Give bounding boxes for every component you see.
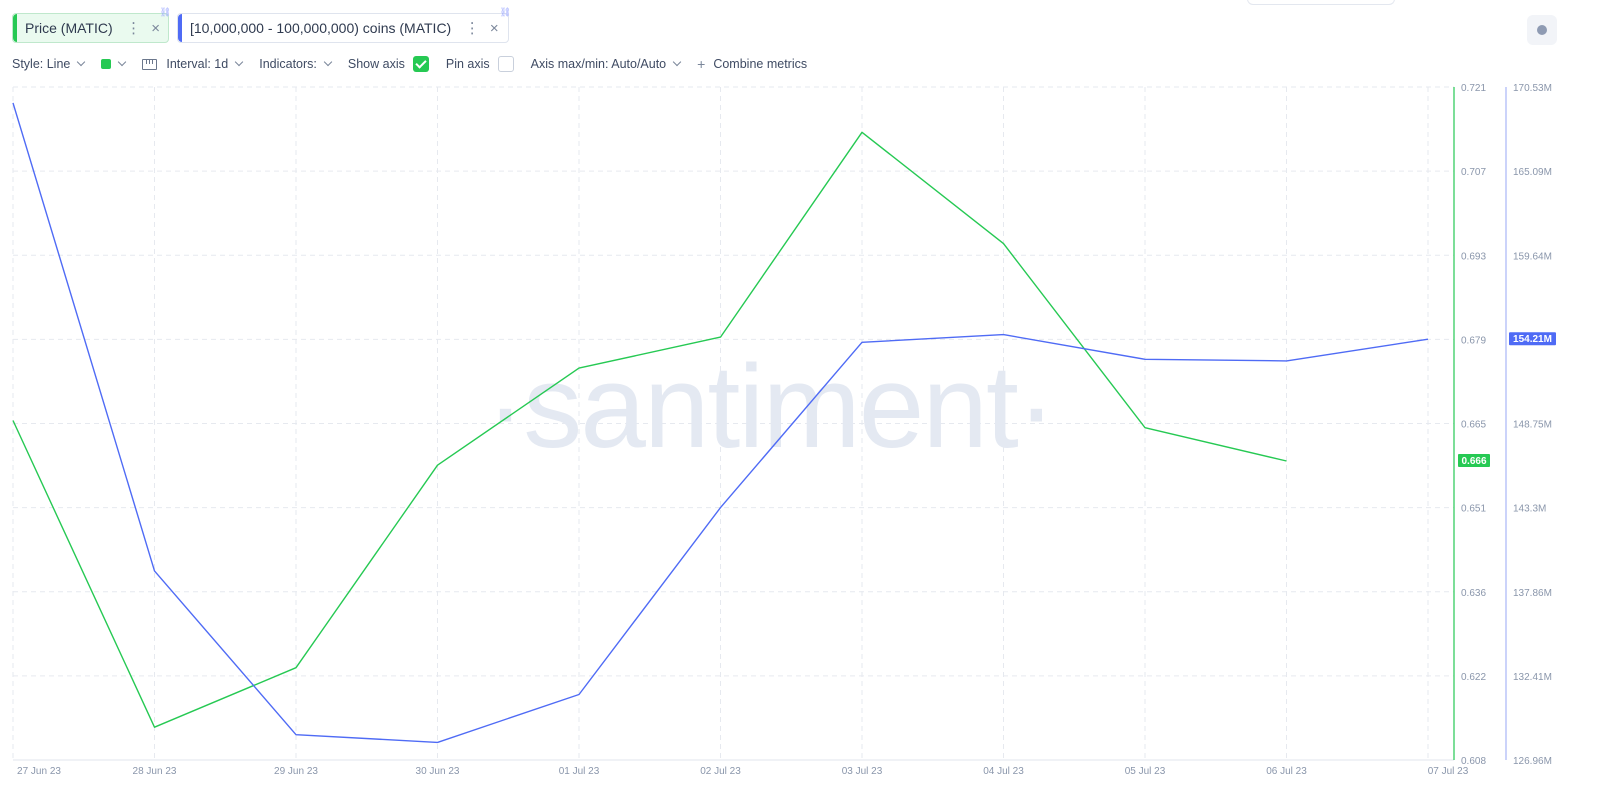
- color-dropdown[interactable]: [101, 57, 127, 69]
- more-icon[interactable]: ⋮: [464, 20, 480, 37]
- price-tick-label: 0.636: [1461, 588, 1486, 599]
- interval-label: Interval: 1d: [166, 57, 229, 71]
- watermark: ·santiment·: [486, 341, 1054, 473]
- plus-icon: +: [697, 56, 706, 72]
- metric-chip-coins[interactable]: [10,000,000 - 100,000,000) coins (MATIC)…: [177, 7, 511, 43]
- coins-tick-label: 165.09M: [1513, 167, 1552, 178]
- x-tick-label: 07 Jul 23: [1428, 766, 1469, 777]
- x-tick-label: 02 Jul 23: [700, 766, 741, 777]
- pin-axis-toggle[interactable]: Pin axis: [446, 56, 514, 72]
- x-tick-label: 01 Jul 23: [559, 766, 600, 777]
- metric-chip-label: Price (MATIC): [25, 20, 113, 36]
- price-tick-label: 0.608: [1461, 756, 1486, 767]
- close-icon[interactable]: ×: [489, 19, 499, 37]
- more-icon[interactable]: ⋮: [126, 20, 142, 37]
- price-tick-label: 0.693: [1461, 251, 1486, 262]
- chart-axes: 27 Jun 23 28 Jun 23 29 Jun 23 30 Jun 23 01 J…: [17, 83, 1556, 777]
- price-tick-label: 0.679: [1461, 335, 1486, 346]
- coins-current-label: 154.21M: [1513, 334, 1552, 345]
- x-tick-label: 04 Jul 23: [983, 766, 1024, 777]
- combine-metrics-button[interactable]: + Combine metrics: [697, 56, 807, 72]
- style-dropdown[interactable]: Style: Line: [12, 57, 86, 71]
- ruler-icon: [142, 58, 158, 70]
- price-tick-label: 0.665: [1461, 420, 1486, 431]
- indicators-label: Indicators:: [259, 57, 317, 71]
- indicators-dropdown[interactable]: Indicators:: [259, 57, 333, 71]
- price-tick-label: 0.721: [1461, 83, 1486, 94]
- axis-minmax-dropdown[interactable]: Axis max/min: Auto/Auto: [530, 57, 682, 71]
- x-tick-label: 05 Jul 23: [1125, 766, 1166, 777]
- chart-grid: [12, 86, 1454, 761]
- show-axis-checkbox[interactable]: [412, 56, 429, 72]
- link-icon[interactable]: ⛓: [159, 7, 171, 17]
- metric-chip-price[interactable]: Price (MATIC) ⋮ × ⛓: [12, 7, 171, 43]
- x-tick-label: 27 Jun 23: [17, 766, 61, 777]
- settings-button[interactable]: [1527, 15, 1557, 45]
- show-axis-label: Show axis: [347, 57, 405, 71]
- price-series-line: [12, 131, 1287, 728]
- chart-series: [12, 102, 1429, 744]
- price-tick-label: 0.622: [1461, 672, 1486, 683]
- x-tick-label: 29 Jun 23: [274, 766, 318, 777]
- combine-metrics-label: Combine metrics: [713, 57, 808, 71]
- show-axis-toggle[interactable]: Show axis: [348, 56, 429, 72]
- coins-current-badge: [1509, 332, 1556, 346]
- coins-tick-label: 148.75M: [1513, 420, 1552, 431]
- metric-color-bar: [178, 14, 182, 42]
- coins-tick-label: 159.64M: [1513, 251, 1552, 262]
- x-tick-label: 03 Jul 23: [842, 766, 883, 777]
- price-tick-label: 0.707: [1461, 167, 1486, 178]
- price-current-badge: [1458, 454, 1490, 468]
- x-tick-label: 28 Jun 23: [133, 766, 177, 777]
- link-icon[interactable]: ⛓: [499, 7, 511, 17]
- coins-tick-label: 126.96M: [1513, 756, 1552, 767]
- x-tick-label: 30 Jun 23: [416, 766, 460, 777]
- dot-icon: [1537, 25, 1547, 35]
- price-current-label: 0.666: [1461, 456, 1486, 467]
- x-tick-label: 06 Jul 23: [1266, 766, 1307, 777]
- pin-axis-label: Pin axis: [445, 57, 490, 71]
- axis-minmax-label: Axis max/min: Auto/Auto: [530, 57, 667, 71]
- style-label: Style: Line: [12, 57, 71, 71]
- close-icon[interactable]: ×: [151, 19, 160, 37]
- interval-dropdown[interactable]: Interval: 1d: [142, 57, 244, 71]
- metric-chip-label: [10,000,000 - 100,000,000) coins (MATIC): [190, 20, 452, 36]
- pin-axis-checkbox[interactable]: [497, 56, 514, 72]
- metric-color-bar: [13, 14, 17, 42]
- coins-tick-label: 143.3M: [1513, 504, 1546, 515]
- coins-tick-label: 137.86M: [1513, 588, 1552, 599]
- coins-tick-label: 170.53M: [1513, 83, 1552, 94]
- coins-tick-label: 132.41M: [1513, 672, 1552, 683]
- price-tick-label: 0.651: [1461, 504, 1486, 515]
- color-swatch: [101, 59, 112, 69]
- chart-toolbar: Style: Line Interval: 1d Indicators: Sho…: [12, 55, 824, 73]
